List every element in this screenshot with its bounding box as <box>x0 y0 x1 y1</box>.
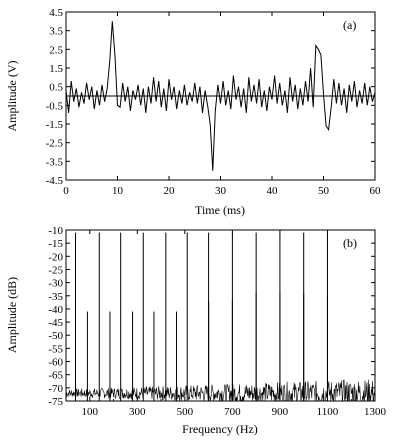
panel-b-x-tick-label: 900 <box>272 406 289 418</box>
panel-b-y-tick-label: -50 <box>48 330 63 342</box>
panel-a-x-tick-label: 60 <box>370 185 382 197</box>
panel-a-y-tick-label: -1.5 <box>46 119 64 131</box>
panel-a-ticks <box>65 11 376 181</box>
panel-b-x-tick-label: 1100 <box>317 406 339 418</box>
panel-a-y-tick-label: 1.5 <box>49 63 63 75</box>
panel-b-y-tick-label: -55 <box>48 343 63 355</box>
panel-a-tag: (a) <box>343 18 356 32</box>
panel-a-y-tick-label: -4.5 <box>46 175 64 187</box>
panel-b-y-tick-label: -35 <box>48 291 63 303</box>
panel-b-y-axis-title: Amplitude (dB) <box>5 277 19 353</box>
panel-b-y-tick-label: -45 <box>48 317 63 329</box>
panel-a-series-line <box>65 21 376 171</box>
panel-b-y-tick-label: -30 <box>48 278 63 290</box>
panel-b-tag: (b) <box>343 236 357 250</box>
panel-a-x-tick-label: 40 <box>267 185 279 197</box>
panel-a: 4.5 3.5 2.5 1.5 0.5 -0.5 -1.5 -2.5 -3.5 -4.5 0 10 2… <box>5 7 381 217</box>
panel-a-x-tick-label: 50 <box>318 185 330 197</box>
panel-b-x-axis-title: Frequency (Hz) <box>182 422 258 436</box>
panel-b-x-tick-labels: 100 300 500 700 900 1100 1300 <box>82 406 387 418</box>
panel-b-peaks <box>75 232 328 401</box>
panel-a-x-tick-label: 20 <box>164 185 176 197</box>
panel-b-y-tick-label: -60 <box>48 357 63 369</box>
panel-b-y-tick-label: -15 <box>48 238 63 250</box>
panel-b-y-tick-label: -10 <box>48 225 63 237</box>
panel-b-frame <box>65 229 376 402</box>
panel-b-ticks <box>66 229 376 402</box>
panel-a-x-tick-label: 30 <box>215 185 227 197</box>
panel-b-noise-floor <box>65 379 376 402</box>
panel-b-x-tick-label: 300 <box>129 406 146 418</box>
panel-b-y-tick-label: -75 <box>48 396 63 408</box>
panel-a-y-tick-label: 4.5 <box>49 7 63 19</box>
panel-a-y-tick-label: -2.5 <box>46 138 64 150</box>
panel-b-x-tick-label: 500 <box>177 406 194 418</box>
panel-a-y-tick-label: -0.5 <box>46 100 64 112</box>
panel-b-y-tick-labels: -10-15-20-25 -30-35-40-45-50-55 -60-65-70-… <box>48 225 63 408</box>
panel-a-y-tick-label: -3.5 <box>46 156 64 168</box>
panel-b: -10-15-20-25 -30-35-40-45-50-55 -60-65-70-… <box>5 225 387 436</box>
panel-a-x-tick-label: 0 <box>63 185 69 197</box>
panel-b-y-tick-label: -70 <box>48 383 63 395</box>
panel-b-y-tick-label: -25 <box>48 264 63 276</box>
panel-a-y-tick-label: 3.5 <box>49 26 63 38</box>
panel-a-y-tick-label: 0.5 <box>49 82 63 94</box>
panel-b-x-tick-label: 700 <box>224 406 241 418</box>
panel-a-x-tick-label: 10 <box>112 185 124 197</box>
panel-b-x-tick-label: 1300 <box>364 406 387 418</box>
panel-a-y-axis-title: Amplitude (V) <box>5 61 19 132</box>
panel-a-x-axis-title: Time (ms) <box>195 203 245 217</box>
panel-a-x-tick-labels: 0 10 20 30 40 50 60 <box>63 185 381 197</box>
panel-a-y-tick-labels: 4.5 3.5 2.5 1.5 0.5 -0.5 -1.5 -2.5 -3.5 -4.5 <box>46 7 64 187</box>
panel-b-x-tick-label: 100 <box>82 406 99 418</box>
panel-b-y-tick-label: -65 <box>48 370 63 382</box>
panel-b-y-tick-label: -40 <box>48 304 63 316</box>
panel-b-y-tick-label: -20 <box>48 251 63 263</box>
panel-a-y-tick-label: 2.5 <box>49 44 63 56</box>
